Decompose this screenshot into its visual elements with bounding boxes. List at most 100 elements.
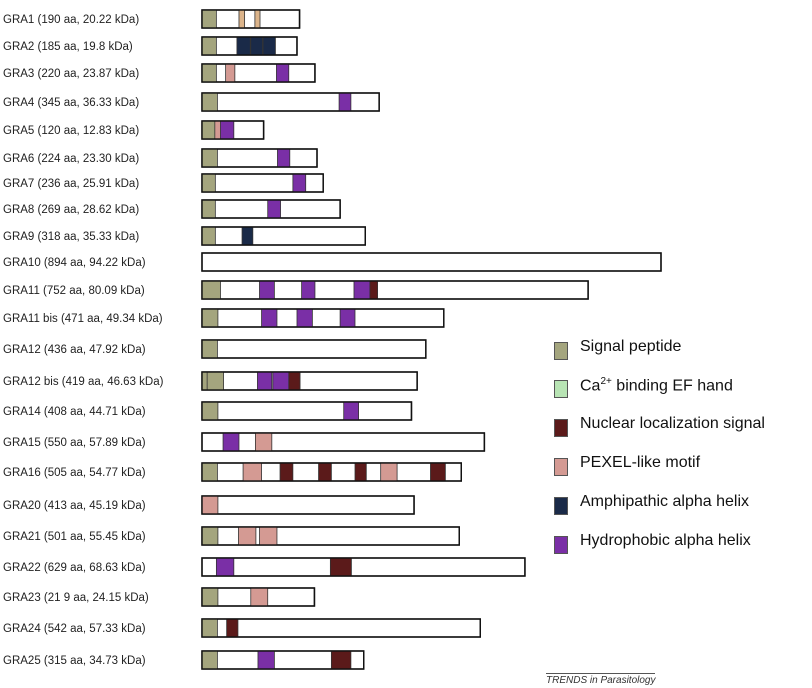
- domain-tan-stripe: [238, 9, 246, 29]
- protein-bar: [201, 618, 481, 638]
- protein-row: GRA20 (413 aa, 45.19 kDa): [3, 495, 415, 515]
- protein-bar-outline: [201, 9, 301, 29]
- protein-bar-outline: [201, 495, 415, 515]
- domain-signal-peptide: [201, 63, 217, 83]
- protein-bar-outline: [201, 120, 265, 140]
- protein-label: GRA6 (224 aa, 23.30 kDa): [3, 153, 139, 165]
- protein-label: GRA25 (315 aa, 34.73 kDa): [3, 655, 146, 667]
- domain-signal-peptide: [201, 148, 218, 168]
- domain-hydrophobic: [339, 308, 356, 328]
- legend-label: Amphipathic alpha helix: [580, 493, 749, 510]
- legend-label: PEXEL-like motif: [580, 454, 701, 471]
- protein-bar-outline: [201, 308, 445, 328]
- legend-swatch: [554, 380, 568, 398]
- protein-bar: [201, 148, 318, 168]
- protein-bar: [201, 371, 418, 391]
- protein-row: GRA14 (408 aa, 44.71 kDa): [3, 401, 413, 421]
- protein-label: GRA3 (220 aa, 23.87 kDa): [3, 68, 139, 80]
- protein-bar-outline: [201, 280, 589, 300]
- domain-signal-peptide: [201, 339, 218, 359]
- protein-bar: [201, 92, 380, 112]
- domain-hydrophobic: [272, 371, 290, 391]
- domain-hydrophobic: [261, 308, 278, 328]
- protein-bar-outline: [201, 63, 316, 83]
- domain-hydrophobic: [292, 173, 307, 193]
- domain-signal-peptide: [201, 173, 216, 193]
- protein-row: GRA4 (345 aa, 36.33 kDa): [3, 92, 380, 112]
- protein-label: GRA14 (408 aa, 44.71 kDa): [3, 406, 146, 418]
- domain-tan-stripe: [254, 9, 261, 29]
- protein-row: GRA21 (501 aa, 55.45 kDa): [3, 526, 460, 546]
- legend-label: Hydrophobic alpha helix: [580, 532, 751, 549]
- domain-hydrophobic: [215, 557, 235, 577]
- domain-nls: [354, 462, 367, 482]
- protein-bar-outline: [201, 587, 316, 607]
- domain-amphipathic: [250, 36, 263, 56]
- domain-hydrophobic: [259, 280, 275, 300]
- protein-bar: [201, 401, 413, 421]
- protein-bar-outline: [201, 36, 298, 56]
- protein-row: GRA8 (269 aa, 28.62 kDa): [3, 199, 341, 219]
- protein-bar-outline: [201, 252, 662, 272]
- protein-row: GRA6 (224 aa, 23.30 kDa): [3, 148, 318, 168]
- protein-label: GRA15 (550 aa, 57.89 kDa): [3, 437, 146, 449]
- domain-signal-peptide: [201, 36, 217, 56]
- protein-label: GRA11 bis (471 aa, 49.34 kDa): [3, 313, 163, 325]
- protein-label: GRA5 (120 aa, 12.83 kDa): [3, 125, 139, 137]
- domain-signal-peptide: [201, 650, 218, 670]
- domain-hydrophobic: [220, 120, 235, 140]
- domain-signal-peptide: [201, 308, 219, 328]
- protein-bar-outline: [201, 557, 526, 577]
- domain-amphipathic: [236, 36, 251, 56]
- domain-hydrophobic: [277, 148, 291, 168]
- protein-row: GRA12 bis (419 aa, 46.63 kDa): [3, 371, 418, 391]
- protein-label: GRA8 (269 aa, 28.62 kDa): [3, 204, 139, 216]
- protein-row: GRA10 (894 aa, 94.22 kDa): [3, 252, 662, 272]
- domain-amphipathic: [262, 36, 276, 56]
- protein-bar-outline: [201, 462, 462, 482]
- protein-label: GRA10 (894 aa, 94.22 kDa): [3, 257, 146, 269]
- protein-bar-outline: [201, 173, 324, 193]
- domain-signal-peptide: [201, 120, 216, 140]
- protein-label: GRA4 (345 aa, 36.33 kDa): [3, 97, 139, 109]
- domain-pexel: [259, 526, 278, 546]
- protein-label: GRA9 (318 aa, 35.33 kDa): [3, 231, 139, 243]
- protein-row: GRA22 (629 aa, 68.63 kDa): [3, 557, 526, 577]
- domain-signal-peptide: [201, 462, 218, 482]
- protein-row: GRA11 (752 aa, 80.09 kDa): [3, 280, 589, 300]
- domain-pexel: [242, 462, 262, 482]
- legend-label: Nuclear localization signal: [580, 415, 765, 432]
- domain-hydrophobic: [343, 401, 359, 421]
- protein-label: GRA20 (413 aa, 45.19 kDa): [3, 500, 146, 512]
- domain-nls: [330, 650, 352, 670]
- protein-row: GRA2 (185 aa, 19.8 kDa): [3, 36, 298, 56]
- legend-label: Signal peptide: [580, 338, 682, 355]
- domain-signal-peptide: [201, 92, 218, 112]
- legend-swatch: [554, 536, 568, 554]
- domain-hydrophobic: [301, 280, 316, 300]
- domain-nls: [279, 462, 294, 482]
- protein-bar-outline: [201, 371, 418, 391]
- domain-signal-peptide: [201, 401, 219, 421]
- credit-label: TRENDS in Parasitology: [546, 673, 656, 686]
- protein-row: GRA15 (550 aa, 57.89 kDa): [3, 432, 486, 452]
- protein-bar: [201, 308, 445, 328]
- protein-label: GRA1 (190 aa, 20.22 kDa): [3, 14, 139, 26]
- protein-bar-outline: [201, 650, 365, 670]
- domain-nls: [369, 280, 378, 300]
- protein-bar: [201, 63, 316, 83]
- protein-row: GRA23 (21 9 aa, 24.15 kDa): [3, 587, 316, 607]
- protein-label: GRA12 (436 aa, 47.92 kDa): [3, 344, 146, 356]
- protein-bar-outline: [201, 401, 413, 421]
- protein-label: GRA2 (185 aa, 19.8 kDa): [3, 41, 133, 53]
- domain-signal-peptide: [201, 199, 216, 219]
- legend-swatch: [554, 497, 568, 515]
- domain-signal-peptide: [201, 587, 219, 607]
- protein-row: GRA24 (542 aa, 57.33 kDa): [3, 618, 481, 638]
- domain-hydrophobic: [257, 371, 273, 391]
- domain-hydrophobic: [338, 92, 352, 112]
- protein-bar-outline: [201, 339, 427, 359]
- domain-hydrophobic: [353, 280, 371, 300]
- domain-signal-peptide: [206, 371, 224, 391]
